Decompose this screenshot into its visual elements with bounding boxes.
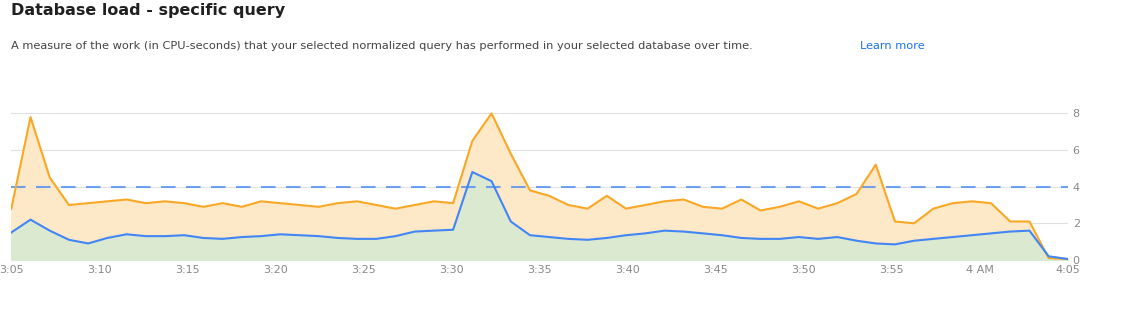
Text: Learn more: Learn more: [860, 41, 924, 51]
Text: Database load - specific query: Database load - specific query: [11, 3, 286, 18]
Text: A measure of the work (in CPU-seconds) that your selected normalized query has p: A measure of the work (in CPU-seconds) t…: [11, 41, 760, 51]
Legend: CPU capacity: (4.000), CPU and CPU wait, IO Wait, Lock Wait: CPU capacity: (4.000), CPU and CPU wait,…: [7, 312, 487, 317]
